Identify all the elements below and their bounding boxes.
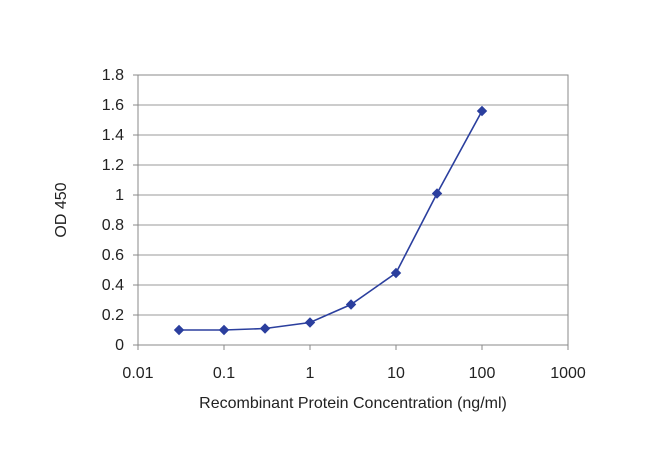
data-point-marker	[431, 188, 443, 199]
y-tick-label: 1.4	[102, 127, 124, 144]
x-tick-label: 1000	[550, 365, 586, 382]
y-tick-label: 1.8	[102, 67, 124, 84]
data-point-marker	[218, 324, 230, 336]
data-point-marker	[304, 317, 316, 328]
data-point-marker	[259, 323, 271, 334]
y-axis-ticks: 0 0.2 0.4 0.6 0.8 1 1.2 1.4 1.6 1.8	[102, 67, 138, 354]
data-point-marker	[390, 267, 402, 279]
x-tick-label: 1	[306, 365, 315, 382]
y-tick-label: 0	[115, 337, 124, 354]
y-tick-label: 1.6	[102, 97, 124, 114]
series-layer	[173, 105, 488, 336]
data-point-marker	[345, 299, 357, 310]
x-tick-label: 0.01	[122, 365, 153, 382]
y-tick-label: 1.2	[102, 157, 124, 174]
data-point-marker	[476, 105, 488, 117]
x-axis-ticks: 0.01 0.1 1 10 100 1000	[122, 345, 586, 382]
y-tick-label: 0.4	[102, 277, 124, 294]
y-tick-label: 0.6	[102, 247, 124, 264]
data-point-marker	[173, 324, 185, 336]
x-axis-title: Recombinant Protein Concentration (ng/ml…	[199, 395, 507, 412]
plot-area-frame	[137, 74, 569, 346]
y-axis-title: OD 450	[53, 182, 70, 237]
y-tick-label: 0.8	[102, 217, 124, 234]
x-tick-label: 10	[387, 365, 405, 382]
y-tick-label: 0.2	[102, 307, 124, 324]
y-tick-label: 1	[115, 187, 124, 204]
x-tick-label: 100	[469, 365, 496, 382]
x-tick-label: 0.1	[213, 365, 235, 382]
series-line	[179, 110, 483, 331]
